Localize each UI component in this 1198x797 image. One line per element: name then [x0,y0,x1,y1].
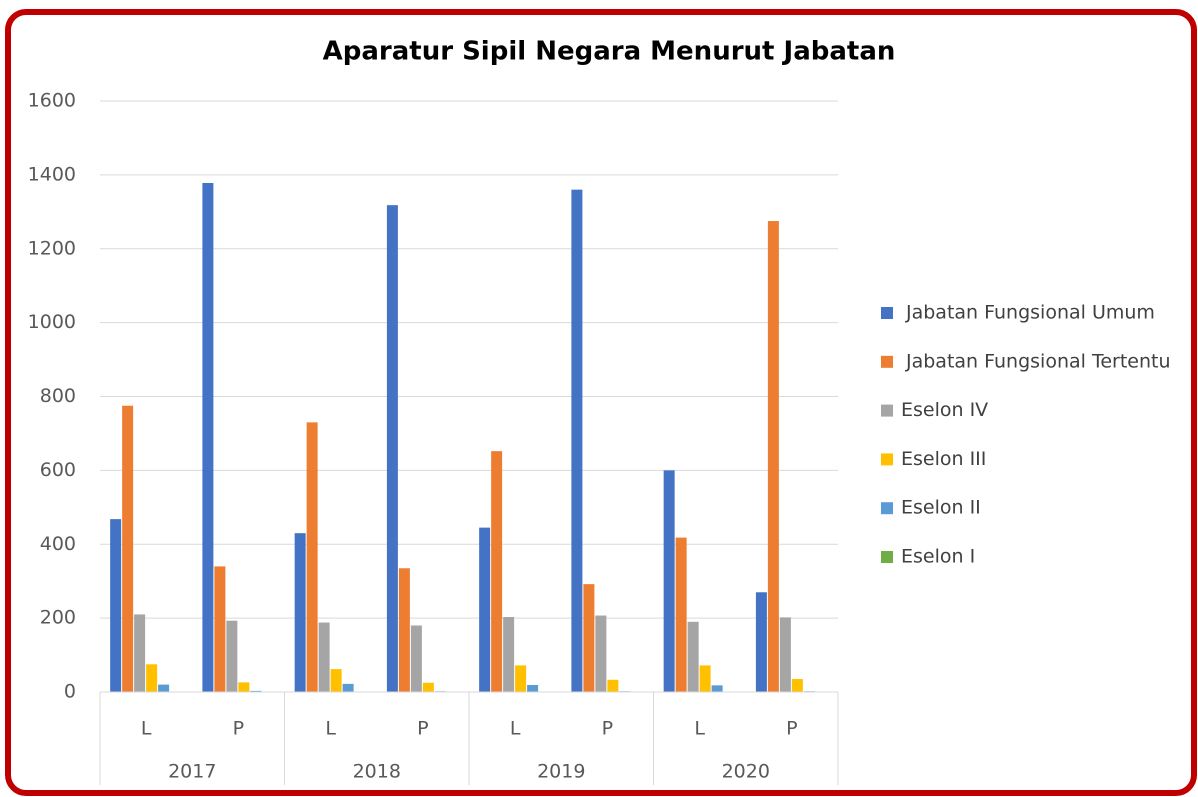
legend-swatch [881,551,893,563]
bar [202,183,214,692]
bar [767,221,779,692]
x-tick-label: L [510,718,521,740]
group-label: 2019 [537,761,585,783]
bar [779,617,791,692]
legend-swatch [881,307,893,319]
x-tick-label: P [417,718,428,740]
legend-swatch [881,355,893,368]
y-tick-label: 800 [40,385,76,407]
bar [527,684,539,692]
bar [663,470,675,692]
bar [386,205,398,692]
y-tick-label: 400 [40,533,76,555]
bar [110,519,122,692]
x-tick-label: L [694,718,705,740]
bar [571,189,583,692]
y-tick-label: 600 [40,459,76,481]
bar [687,621,699,692]
bar [330,669,342,692]
bar [491,451,503,692]
group-label: 2017 [168,761,216,783]
bar [515,665,527,692]
y-tick-label: 1600 [28,90,76,112]
y-tick-label: 1400 [28,163,76,185]
bar [398,568,410,692]
y-tick-label: 1200 [28,237,76,259]
bar [134,614,146,692]
bar [318,622,330,692]
frame [5,9,1197,796]
y-tick-label: 1000 [28,311,76,333]
bar [791,679,803,692]
legend-label: Jabatan Fungsional Tertentu [905,350,1171,372]
legend-label: Eselon III [901,448,986,470]
bar [158,684,170,692]
legend-label: Eselon I [901,546,975,568]
bar [607,679,619,692]
bar [342,683,354,692]
legend-swatch [881,404,893,417]
bar [595,615,607,692]
x-tick-label: P [233,718,244,740]
x-tick-label: P [602,718,613,740]
bar [755,592,767,692]
x-tick-label: P [786,718,797,740]
legend-swatch [881,502,893,515]
bar [226,620,238,692]
bar [294,533,306,692]
bar [503,617,515,692]
legend-label: Eselon II [901,497,981,519]
bar [306,422,318,692]
y-tick-label: 0 [64,681,76,703]
bar [250,690,262,692]
group-label: 2018 [353,761,401,783]
bar [583,584,595,692]
bar [122,405,134,692]
legend-label: Jabatan Fungsional Umum [905,302,1155,324]
group-label: 2020 [722,761,770,783]
bar [422,682,434,692]
legend-label: Eselon IV [901,399,988,421]
bar [214,566,226,692]
bar [711,685,723,692]
bar [146,664,158,692]
chart-title: Aparatur Sipil Negara Menurut Jabatan [323,37,896,67]
x-tick-label: L [141,718,152,740]
bar [410,625,422,692]
bar [479,527,491,692]
bar [699,665,711,692]
x-tick-label: L [325,718,336,740]
bar [675,537,687,692]
bar [238,682,250,692]
y-tick-label: 200 [40,607,76,629]
legend-swatch [881,453,893,466]
